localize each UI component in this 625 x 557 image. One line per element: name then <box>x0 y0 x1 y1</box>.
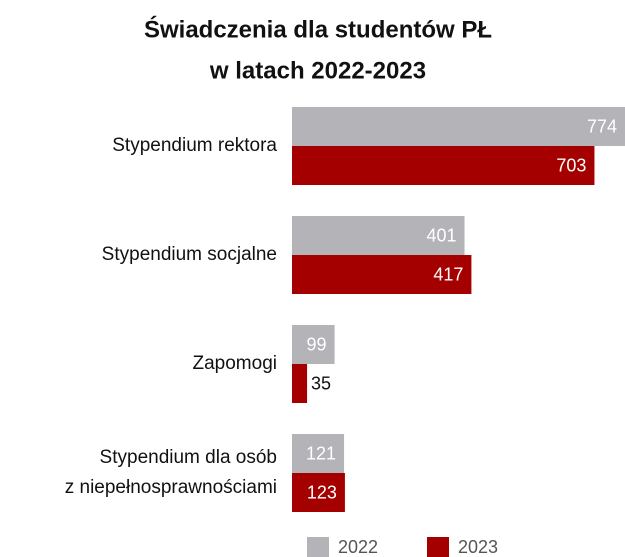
value-label: 703 <box>556 155 586 175</box>
bar <box>292 107 625 146</box>
value-label: 774 <box>587 116 617 136</box>
bar <box>292 325 335 364</box>
legend-label: 2023 <box>458 537 498 557</box>
value-label: 35 <box>311 373 331 393</box>
value-label: 401 <box>426 225 456 245</box>
bar <box>292 146 595 185</box>
bar <box>292 216 465 255</box>
legend-swatch <box>427 537 449 557</box>
category-label: Zapomogi <box>192 353 278 374</box>
legend-swatch <box>307 537 329 557</box>
bar <box>292 434 345 473</box>
category-label: Stypendium socjalne <box>101 244 277 265</box>
legend-label: 2022 <box>338 537 378 557</box>
bar <box>292 473 345 512</box>
value-label: 417 <box>433 264 463 284</box>
value-label: 99 <box>307 334 327 354</box>
category-label: Stypendium dla osób z niepełnosprawności… <box>64 447 277 498</box>
bar <box>292 364 308 403</box>
bar <box>292 255 472 294</box>
chart-title: Świadczenia dla studentów PŁ <box>144 15 492 43</box>
value-label: 121 <box>306 443 336 463</box>
chart-title: w latach 2022-2023 <box>209 57 426 84</box>
value-label: 123 <box>307 482 337 502</box>
category-label: Stypendium rektora <box>112 135 277 156</box>
